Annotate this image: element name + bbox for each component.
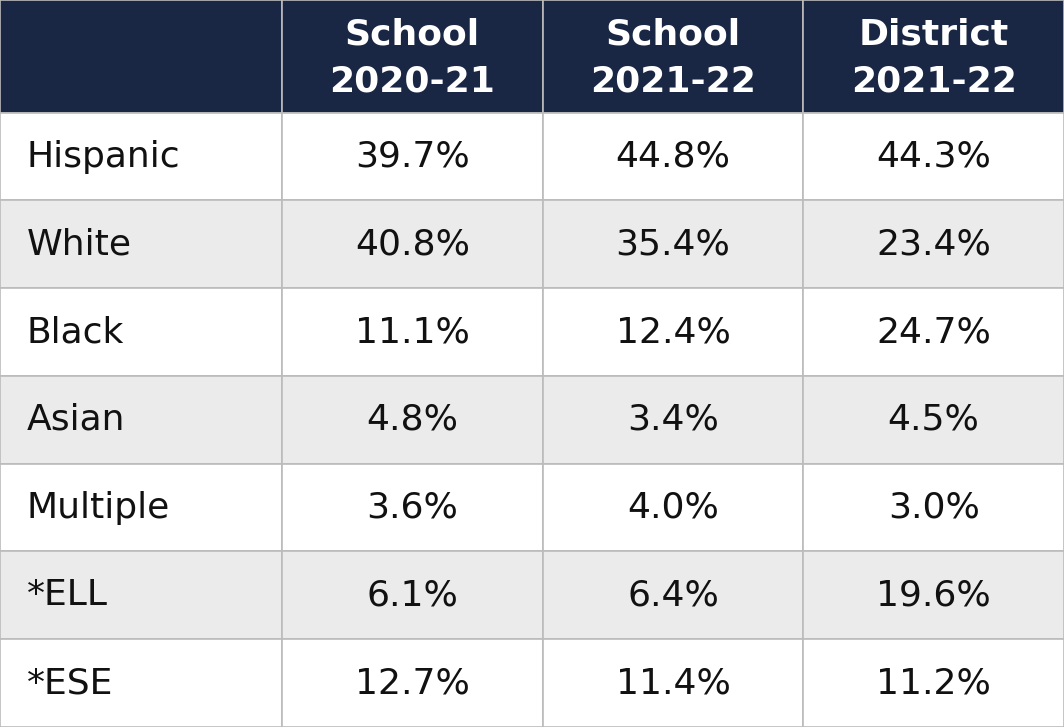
Text: White: White (27, 228, 132, 261)
Text: 24.7%: 24.7% (877, 315, 991, 349)
Text: School: School (605, 17, 741, 52)
Text: Hispanic: Hispanic (27, 140, 180, 174)
Text: 19.6%: 19.6% (877, 579, 991, 612)
Bar (282, 464, 543, 552)
Text: 44.3%: 44.3% (877, 140, 991, 174)
Bar (282, 552, 543, 639)
Text: 12.7%: 12.7% (355, 666, 469, 700)
Text: 44.8%: 44.8% (615, 140, 731, 174)
Text: 23.4%: 23.4% (877, 228, 991, 261)
Bar (0, 552, 282, 639)
Text: Asian: Asian (27, 403, 126, 437)
Bar (0, 376, 282, 464)
Bar (282, 639, 543, 727)
Bar (803, 639, 1064, 727)
Text: 3.4%: 3.4% (627, 403, 719, 437)
Text: 4.0%: 4.0% (627, 491, 719, 525)
Text: Multiple: Multiple (27, 491, 170, 525)
Bar (543, 288, 803, 376)
Bar (803, 113, 1064, 201)
Bar (282, 376, 543, 464)
Bar (282, 288, 543, 376)
Text: 2020-21: 2020-21 (330, 65, 495, 99)
Bar (543, 639, 803, 727)
Bar (0, 113, 282, 201)
Text: 11.1%: 11.1% (355, 315, 469, 349)
Text: 4.5%: 4.5% (887, 403, 980, 437)
Text: 2021-22: 2021-22 (591, 65, 755, 99)
Text: 3.6%: 3.6% (366, 491, 459, 525)
Bar (543, 0, 803, 113)
Bar (0, 639, 282, 727)
Bar (543, 552, 803, 639)
Text: 12.4%: 12.4% (616, 315, 730, 349)
Text: 39.7%: 39.7% (355, 140, 469, 174)
Text: 3.0%: 3.0% (887, 491, 980, 525)
Bar (0, 464, 282, 552)
Bar (803, 376, 1064, 464)
Text: 11.2%: 11.2% (877, 666, 991, 700)
Bar (282, 201, 543, 288)
Text: *ELL: *ELL (27, 579, 107, 612)
Text: Black: Black (27, 315, 124, 349)
Text: 11.4%: 11.4% (616, 666, 730, 700)
Text: District: District (859, 17, 1009, 52)
Text: 35.4%: 35.4% (616, 228, 730, 261)
Bar (282, 113, 543, 201)
Bar (803, 0, 1064, 113)
Text: 4.8%: 4.8% (366, 403, 459, 437)
Bar (282, 0, 543, 113)
Text: 6.4%: 6.4% (627, 579, 719, 612)
Bar (0, 288, 282, 376)
Bar (803, 288, 1064, 376)
Bar (803, 552, 1064, 639)
Bar (543, 376, 803, 464)
Bar (0, 201, 282, 288)
Bar (803, 201, 1064, 288)
Text: 2021-22: 2021-22 (851, 65, 1016, 99)
Text: 6.1%: 6.1% (366, 579, 459, 612)
Text: School: School (345, 17, 480, 52)
Bar (543, 201, 803, 288)
Text: 40.8%: 40.8% (354, 228, 470, 261)
Bar (543, 113, 803, 201)
Bar (803, 464, 1064, 552)
Text: *ESE: *ESE (27, 666, 113, 700)
Bar (543, 464, 803, 552)
Bar (0, 0, 282, 113)
